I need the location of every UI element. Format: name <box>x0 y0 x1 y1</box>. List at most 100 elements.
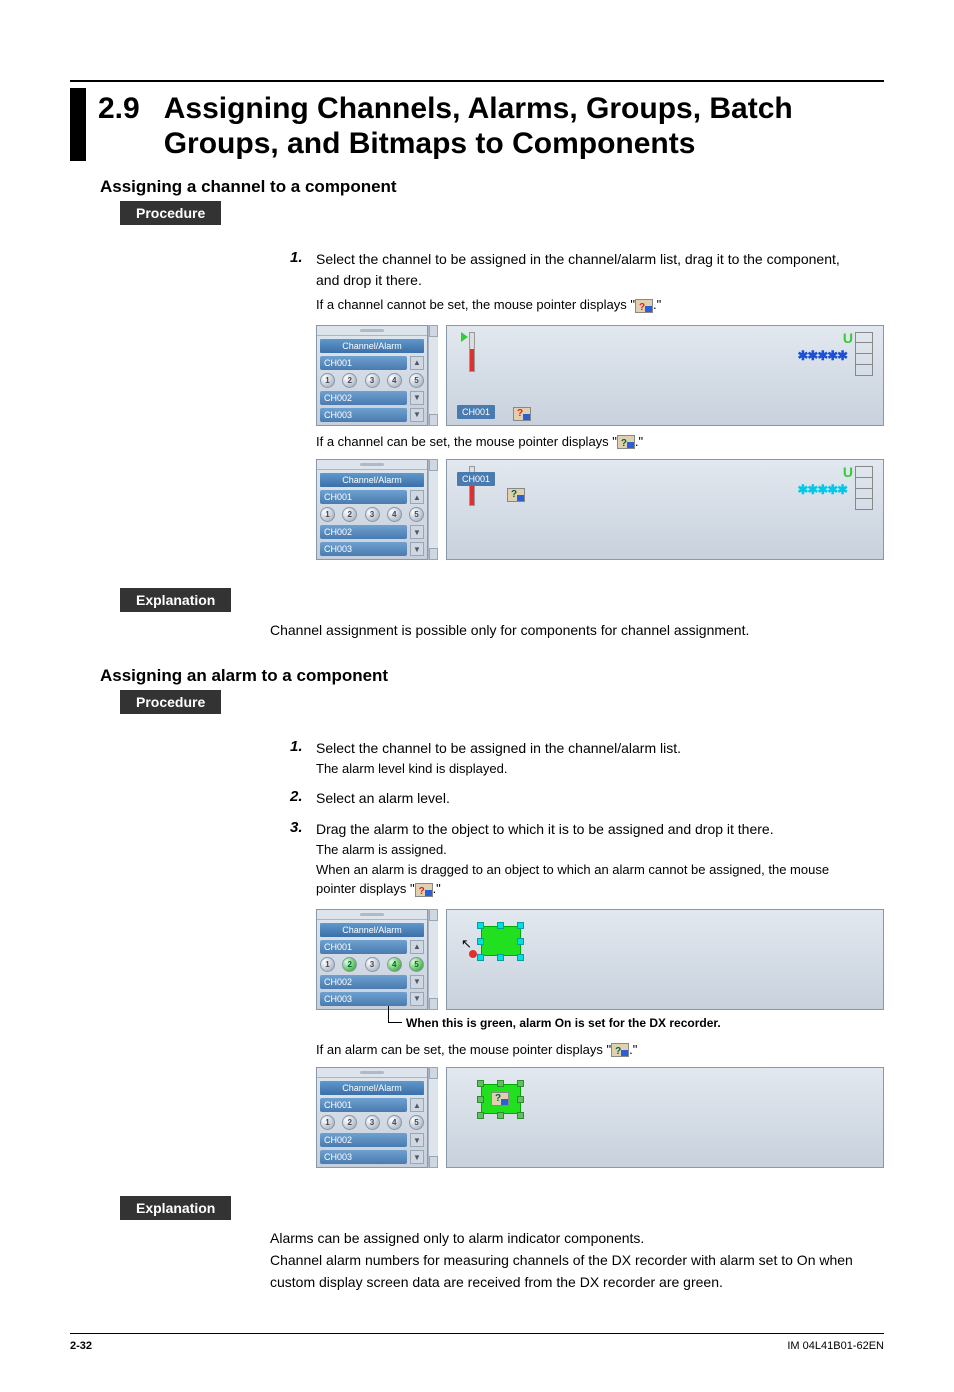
canvas-2: CH001 ✱✱✱✱✱ U ? <box>446 459 884 560</box>
s2-step2: Select an alarm level. <box>316 788 450 809</box>
alarm-dot: 3 <box>365 507 380 522</box>
figure-1: Channel/Alarm CH001▲ 1 2 3 4 5 CH002▼ CH… <box>316 325 884 426</box>
palette-scrollbar <box>428 325 438 426</box>
canvas-3: ↖ <box>446 909 884 1010</box>
alarm-dot: 1 <box>320 1115 335 1130</box>
cursor-ok-icon: ? <box>611 1043 629 1057</box>
canvas-4: ? <box>446 1067 884 1168</box>
figure-3-caption: When this is green, alarm On is set for … <box>316 1016 884 1030</box>
selection-handle-icon <box>497 922 504 929</box>
section2-steps: 1. Select the channel to be assigned in … <box>290 738 864 899</box>
cursor-no-icon: ? <box>513 404 531 420</box>
section1-steps: 1. Select the channel to be assigned in … <box>290 249 864 315</box>
heading-title: Assigning Channels, Alarms, Groups, Batc… <box>164 88 793 161</box>
palette-header: Channel/Alarm <box>320 473 424 487</box>
palette-scrollbar <box>428 909 438 1010</box>
selection-handle-icon <box>477 1096 484 1103</box>
heading-number: 2.9 <box>98 88 164 126</box>
s2-step1: Select the channel to be assigned in the… <box>316 740 681 756</box>
explanation-2: Alarms can be assigned only to alarm ind… <box>270 1228 864 1293</box>
canvas-1: U ✱✱✱✱✱ CH001 ? <box>446 325 884 426</box>
alarm-dot: 4 <box>387 1115 402 1130</box>
selection-handle-icon <box>477 938 484 945</box>
cursor-ok-icon: ? <box>617 435 635 449</box>
cursor-no-icon: ? <box>415 883 433 897</box>
heading: 2.9 Assigning Channels, Alarms, Groups, … <box>70 88 884 161</box>
stars-icon: ✱✱✱✱✱ <box>798 348 847 364</box>
palette-row: CH001 <box>320 356 407 370</box>
cursor-ok-icon: ? <box>507 486 525 502</box>
fig3-note-pre: If an alarm can be set, the mouse pointe… <box>316 1042 611 1057</box>
palette-row: CH003 <box>320 542 407 556</box>
palette-row: CH003 <box>320 992 407 1006</box>
selection-handle-icon <box>517 938 524 945</box>
step-num-1-1: 1. <box>290 249 316 315</box>
explanation-2-line2: Channel alarm numbers for measuring chan… <box>270 1250 864 1293</box>
alarm-dot-on: 4 <box>387 957 402 972</box>
palette-2: Channel/Alarm CH001▲ 1 2 3 4 5 CH002▼ CH… <box>316 459 428 560</box>
cursor-ok-icon: ? <box>491 1090 509 1108</box>
palette-1: Channel/Alarm CH001▲ 1 2 3 4 5 CH002▼ CH… <box>316 325 428 426</box>
collapse-icon: ▲ <box>410 356 424 370</box>
step-1-1-note-pre: If a channel cannot be set, the mouse po… <box>316 297 635 312</box>
step-1-1-note-post: ." <box>653 297 661 312</box>
alarm-dot: 4 <box>387 373 402 388</box>
collapse-icon: ▲ <box>410 490 424 504</box>
palette-row: CH001 <box>320 1098 407 1112</box>
figure-2: Channel/Alarm CH001▲ 1 2 3 4 5 CH002▼ CH… <box>316 459 884 560</box>
cursor-no-icon: ? <box>635 299 653 313</box>
handle-icon <box>461 332 468 342</box>
expand-icon: ▼ <box>410 1133 424 1147</box>
alarm-dot: 2 <box>342 507 357 522</box>
alarm-dot: 5 <box>409 373 424 388</box>
alarm-dot-on: 5 <box>409 957 424 972</box>
alarm-dot: 1 <box>320 957 335 972</box>
top-rule <box>70 80 884 82</box>
palette-scrollbar <box>428 459 438 560</box>
expand-icon: ▼ <box>410 1150 424 1164</box>
alarm-dot: 5 <box>409 1115 424 1130</box>
collapse-icon: ▲ <box>410 940 424 954</box>
selection-handle-icon <box>477 1112 484 1119</box>
selection-handle-icon <box>517 954 524 961</box>
heading-bar <box>70 88 86 161</box>
palette-row: CH003 <box>320 408 407 422</box>
palette-header: Channel/Alarm <box>320 339 424 353</box>
expand-icon: ▼ <box>410 391 424 405</box>
fig1-note-pre: If a channel can be set, the mouse point… <box>316 434 617 449</box>
selection-handle-icon <box>517 1112 524 1119</box>
s2-step3: Drag the alarm to the object to which it… <box>316 821 774 837</box>
expand-icon: ▼ <box>410 992 424 1006</box>
selection-handle-icon <box>517 1096 524 1103</box>
expand-icon: ▼ <box>410 408 424 422</box>
selection-handle-icon <box>517 922 524 929</box>
procedure-badge-2: Procedure <box>120 690 221 714</box>
stars-icon: ✱✱✱✱✱ <box>798 482 847 498</box>
palette-grip-icon <box>317 326 427 336</box>
alarm-dot: 4 <box>387 507 402 522</box>
selection-handle-icon <box>497 1112 504 1119</box>
ch-tag: CH001 <box>457 472 495 486</box>
alarm-dot: 3 <box>365 1115 380 1130</box>
ch-tag: CH001 <box>457 405 495 419</box>
palette-row: CH003 <box>320 1150 407 1164</box>
expand-icon: ▼ <box>410 975 424 989</box>
meter-icon <box>469 332 475 372</box>
step-body: Select the channel to be assigned in the… <box>316 738 681 779</box>
step-num: 1. <box>290 738 316 779</box>
s2-step3-sub1: The alarm is assigned. <box>316 840 864 860</box>
explanation-badge-1: Explanation <box>120 588 231 612</box>
palette-grip-icon <box>317 460 427 470</box>
palette-row: CH001 <box>320 940 407 954</box>
alarm-dot: 1 <box>320 373 335 388</box>
selection-handle-icon <box>497 1080 504 1087</box>
palette-header: Channel/Alarm <box>320 1081 424 1095</box>
palette-3: Channel/Alarm CH001▲ 1 2 3 4 5 CH002▼ CH… <box>316 909 428 1010</box>
selection-handle-icon <box>517 1080 524 1087</box>
step-num: 3. <box>290 819 316 899</box>
fig1-note-post: ." <box>635 434 643 449</box>
digit-display-icon <box>855 332 873 376</box>
palette-row: CH002 <box>320 525 407 539</box>
alarm-indicator-icon <box>481 926 521 956</box>
expand-icon: ▼ <box>410 525 424 539</box>
